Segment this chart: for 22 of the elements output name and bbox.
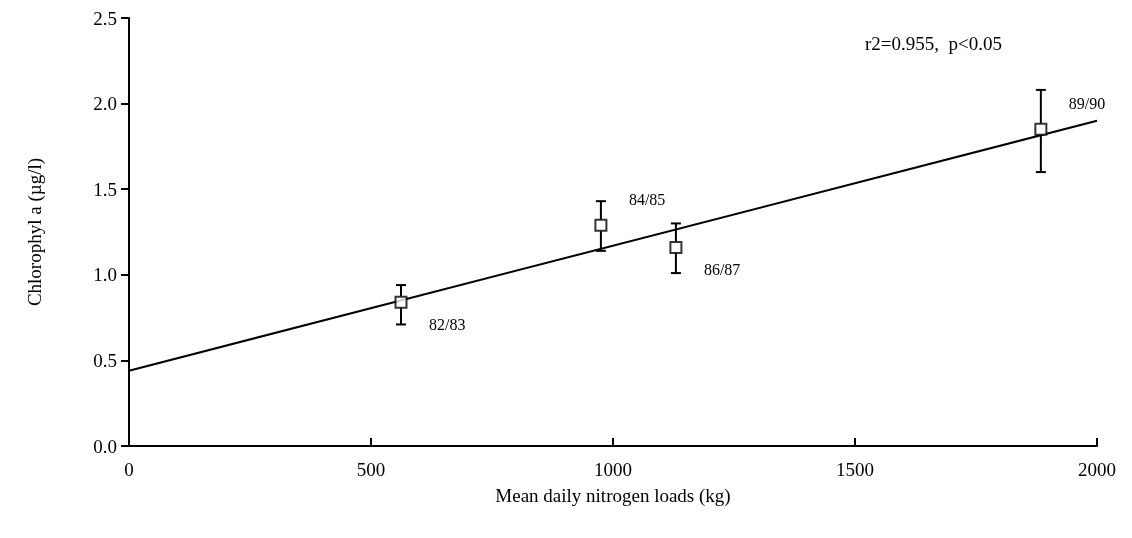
x-tick-label: 0 [124,459,134,480]
point [669,240,683,254]
y-axis-title: Chlorophyl a (µg/l) [24,157,46,307]
x-tick-label: 1500 [836,459,874,480]
y-tick-label: 2.5 [93,7,117,29]
annotation: 84/85 [628,190,666,208]
x-tick-label: 1000 [594,459,632,480]
y-tick-label: 1.0 [93,264,117,286]
annotation: 89/90 [1068,94,1106,112]
point [394,295,408,309]
y-tick-label: 1.5 [93,178,117,200]
x-axis-title: Mean daily nitrogen loads (kg) [495,485,731,507]
annotation: 82/83 [429,315,466,333]
x-tick-label: 2000 [1078,459,1116,480]
y-tick-label: 2.0 [93,93,117,115]
annotation: r2=0.955, p<0.05 [864,33,1003,54]
y-tick-label: 0.5 [93,349,117,371]
y-tick-label: 0.0 [93,435,117,457]
point [594,218,608,232]
point [1034,122,1048,136]
x-tick-label: 500 [356,459,386,480]
annotation: 86/87 [703,260,741,278]
